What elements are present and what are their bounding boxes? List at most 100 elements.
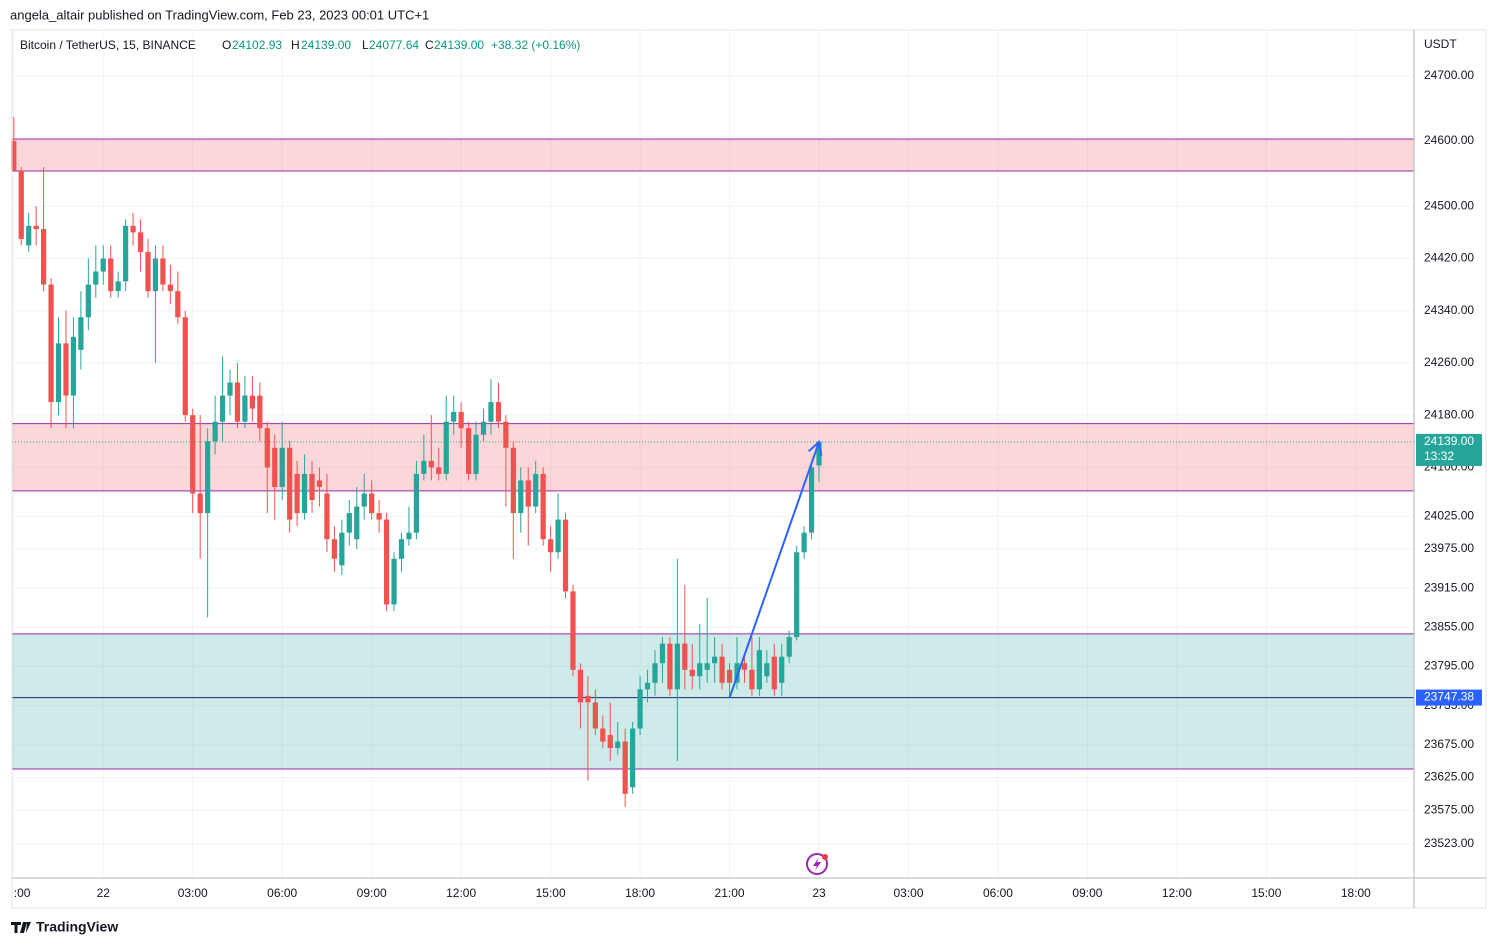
candle-body (644, 682, 651, 690)
candle-body (175, 291, 181, 318)
candle-body (197, 493, 203, 514)
candle-body (376, 513, 382, 520)
y-tick-label: 24700.00 (1424, 68, 1474, 82)
x-tick-label: 21:00 (715, 886, 745, 900)
y-tick-label: 24600.00 (1424, 133, 1474, 147)
candle-body (458, 411, 464, 429)
candle-body (771, 656, 777, 690)
zone (12, 139, 1414, 172)
candle-body (123, 225, 129, 282)
candle-body (525, 480, 531, 507)
last-price-label-bg (1416, 433, 1482, 466)
price-axis-unit: USDT (1424, 37, 1457, 51)
candle-body (63, 343, 69, 396)
candle-body (808, 467, 815, 533)
level-label-bg (1416, 689, 1482, 706)
candle-body (436, 467, 442, 474)
legend-value: 24102.93 (232, 38, 282, 52)
candle-body (145, 251, 151, 292)
candle-body (391, 558, 397, 605)
candle-body (749, 669, 755, 690)
candle-body (309, 473, 315, 501)
y-tick-label: 23915.00 (1424, 580, 1474, 594)
candle-body (637, 689, 643, 729)
candle-body (518, 480, 524, 514)
x-tick-label: 09:00 (357, 886, 387, 900)
brand-name: TradingView (36, 919, 118, 935)
x-tick-label: 12:00 (446, 886, 476, 900)
candle-body (11, 140, 17, 171)
y-tick-label: 23575.00 (1424, 802, 1474, 816)
candle-body (734, 663, 740, 683)
x-tick-label: 18:00 (625, 886, 655, 900)
x-tick-label: 03:00 (178, 886, 208, 900)
candle-body (279, 447, 285, 487)
candle-body (100, 258, 106, 272)
y-tick-label: 24025.00 (1424, 509, 1474, 523)
candle-body (413, 473, 420, 533)
candle-body (533, 473, 539, 507)
candle-body (108, 258, 114, 292)
candle-body (272, 447, 278, 487)
y-tick-label: 24420.00 (1424, 251, 1474, 265)
candle-body (473, 434, 479, 474)
x-tick-label: 12:00 (1162, 886, 1192, 900)
candle-body (480, 421, 487, 435)
candle-body (257, 395, 263, 429)
y-tick-label: 24180.00 (1424, 407, 1474, 421)
candle-body (756, 650, 762, 690)
trend-arrow (728, 441, 820, 699)
x-tick-label: 15:00 (536, 886, 566, 900)
candle-body (548, 539, 554, 553)
candle-body (562, 519, 569, 592)
y-tick-label: 24260.00 (1424, 355, 1474, 369)
candle-body (398, 539, 405, 559)
candle-body (160, 258, 166, 285)
candle-body (55, 343, 62, 403)
candle-body (495, 402, 502, 422)
candle-body (294, 473, 300, 514)
candle-body (33, 225, 39, 230)
candle-body (794, 552, 800, 638)
zone (12, 633, 1414, 769)
candle-body (212, 421, 218, 442)
candle-body (428, 460, 434, 468)
countdown-label: 13:32 (1424, 449, 1454, 463)
y-tick-label: 23795.00 (1424, 659, 1474, 673)
candle-body (443, 421, 449, 474)
y-tick-label: 23523.00 (1424, 836, 1474, 850)
candle-body (205, 441, 211, 514)
candle-body (130, 225, 136, 233)
y-tick-label: 23975.00 (1424, 541, 1474, 555)
candle-body (324, 493, 330, 540)
candle-body (667, 643, 673, 690)
brand-logo (11, 922, 31, 933)
candle-body (383, 519, 390, 605)
legend-change: +38.32 (+0.16%) (491, 38, 580, 52)
candle-body (451, 411, 457, 422)
candle-body (182, 317, 188, 416)
level-label: 23747.38 (1424, 690, 1474, 704)
legend-key: H (291, 38, 300, 52)
legend-symbol: Bitcoin / TetherUS, 15, BINANCE (20, 38, 196, 52)
x-tick-label: 03:00 (893, 886, 923, 900)
candle-body (361, 493, 367, 507)
published-note: angela_altair published on TradingView.c… (10, 7, 429, 22)
candle-body (41, 229, 47, 285)
candle-body (287, 447, 293, 520)
x-tick-label: 18:00 (1341, 886, 1371, 900)
y-tick-label: 23675.00 (1424, 737, 1474, 751)
candle-body (167, 284, 173, 292)
candle-body (704, 663, 710, 670)
x-tick-label: 23 (812, 886, 826, 900)
x-tick-label: 15:00 (1251, 886, 1281, 900)
plot-area (11, 30, 1414, 878)
legend-key: L (362, 38, 369, 52)
candle-body (622, 741, 628, 794)
candle-body (421, 460, 427, 474)
candle-body (78, 317, 84, 350)
candle-body (712, 656, 718, 664)
candle-body (346, 513, 352, 533)
candle-body (659, 643, 666, 664)
x-tick-label: :00 (14, 886, 31, 900)
